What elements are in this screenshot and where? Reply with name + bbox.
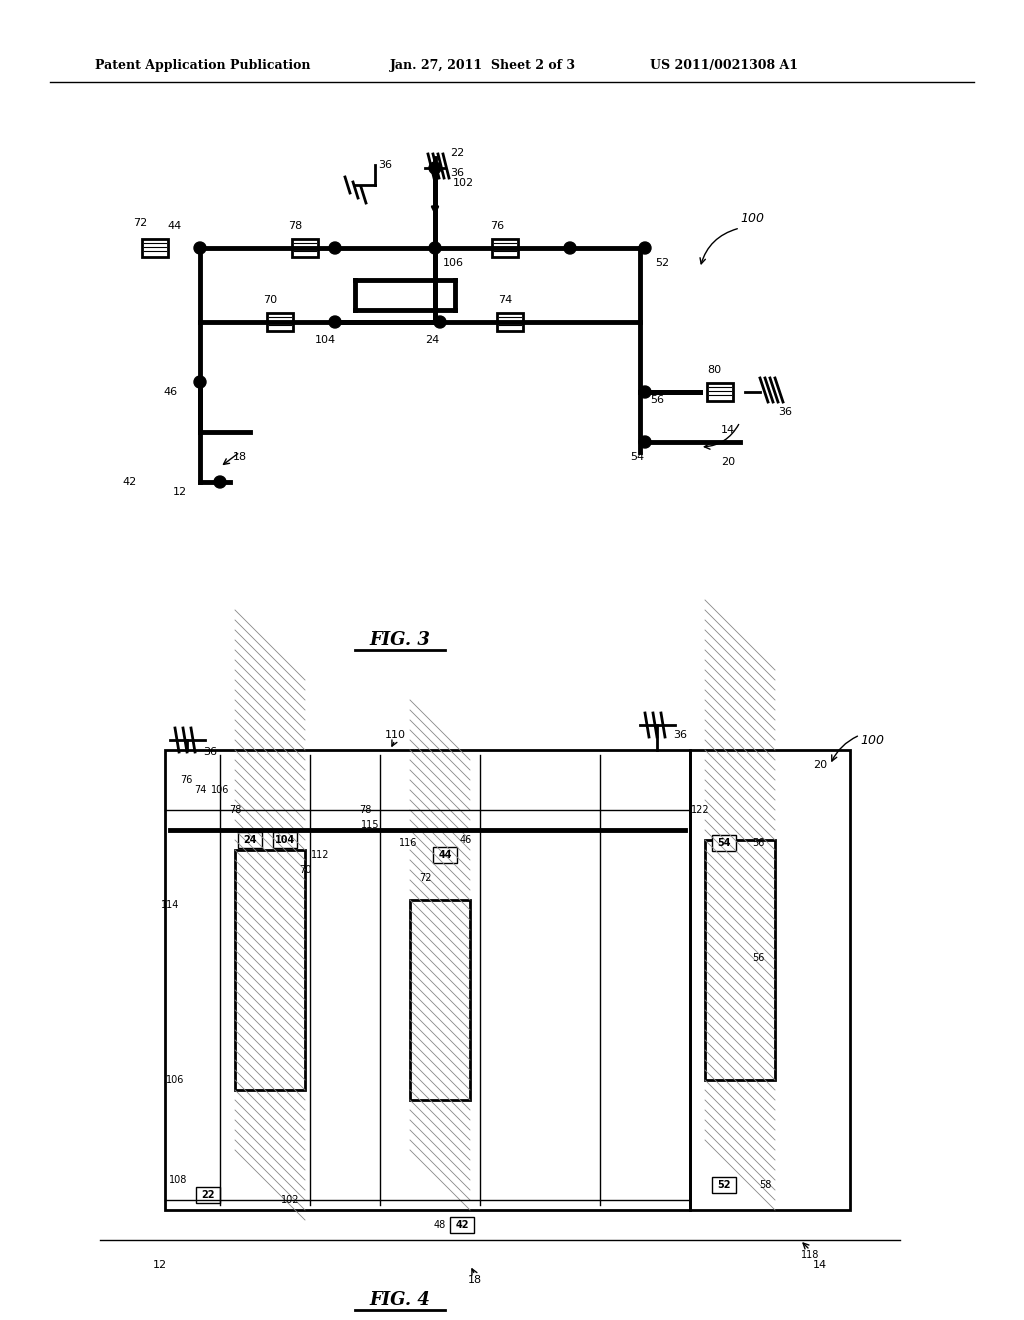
Text: 112: 112 bbox=[310, 850, 330, 861]
Text: FIG. 4: FIG. 4 bbox=[370, 1291, 430, 1309]
Text: 100: 100 bbox=[860, 734, 884, 747]
Bar bbox=[433, 847, 457, 863]
Bar bbox=[450, 1217, 474, 1233]
Text: 78: 78 bbox=[288, 220, 302, 231]
Bar bbox=[165, 750, 690, 1210]
Text: 58: 58 bbox=[759, 1180, 771, 1191]
Text: 72: 72 bbox=[133, 218, 147, 228]
Text: 114: 114 bbox=[161, 900, 179, 909]
Bar bbox=[292, 239, 318, 257]
Text: 122: 122 bbox=[690, 805, 710, 814]
Bar bbox=[273, 832, 297, 847]
Bar bbox=[267, 313, 293, 331]
Text: 106: 106 bbox=[443, 257, 464, 268]
Text: 106: 106 bbox=[211, 785, 229, 795]
Text: 36: 36 bbox=[673, 730, 687, 741]
Text: 44: 44 bbox=[438, 850, 452, 861]
Text: 72: 72 bbox=[419, 873, 431, 883]
Text: 22: 22 bbox=[450, 148, 464, 158]
Circle shape bbox=[429, 242, 441, 253]
Text: 46: 46 bbox=[460, 836, 472, 845]
Text: 22: 22 bbox=[202, 1191, 215, 1200]
Circle shape bbox=[564, 242, 575, 253]
Text: US 2011/0021308 A1: US 2011/0021308 A1 bbox=[650, 58, 798, 71]
Text: 46: 46 bbox=[163, 387, 177, 397]
Bar bbox=[142, 239, 168, 257]
Text: 104: 104 bbox=[274, 836, 295, 845]
Text: 14: 14 bbox=[813, 1261, 827, 1270]
Bar bbox=[234, 850, 305, 1090]
Text: 106: 106 bbox=[166, 1074, 184, 1085]
Text: 104: 104 bbox=[314, 335, 336, 345]
Text: 115: 115 bbox=[360, 820, 379, 830]
Text: 44: 44 bbox=[168, 220, 182, 231]
Circle shape bbox=[639, 385, 651, 399]
Circle shape bbox=[194, 242, 206, 253]
Bar bbox=[712, 1177, 736, 1193]
Text: 56: 56 bbox=[752, 953, 764, 964]
Circle shape bbox=[639, 242, 651, 253]
Text: 56: 56 bbox=[752, 838, 764, 847]
Text: 20: 20 bbox=[813, 760, 827, 770]
Text: 80: 80 bbox=[707, 366, 721, 375]
Text: FIG. 3: FIG. 3 bbox=[370, 631, 430, 649]
Bar bbox=[497, 313, 523, 331]
Text: 20: 20 bbox=[721, 457, 735, 467]
Bar bbox=[690, 750, 850, 1210]
Bar bbox=[238, 832, 262, 847]
Text: 54: 54 bbox=[717, 838, 731, 847]
Text: 76: 76 bbox=[180, 775, 193, 785]
Text: 100: 100 bbox=[740, 211, 764, 224]
Bar bbox=[707, 383, 733, 401]
Text: 42: 42 bbox=[456, 1220, 469, 1230]
Text: Jan. 27, 2011  Sheet 2 of 3: Jan. 27, 2011 Sheet 2 of 3 bbox=[390, 58, 575, 71]
Text: 70: 70 bbox=[263, 294, 278, 305]
Text: 102: 102 bbox=[281, 1195, 299, 1205]
Text: 14: 14 bbox=[721, 425, 735, 436]
Circle shape bbox=[329, 315, 341, 327]
Bar bbox=[705, 840, 775, 1080]
Text: 18: 18 bbox=[468, 1275, 482, 1284]
Text: 36: 36 bbox=[778, 407, 792, 417]
Text: 56: 56 bbox=[650, 395, 664, 405]
Text: 78: 78 bbox=[358, 805, 371, 814]
Text: 52: 52 bbox=[655, 257, 669, 268]
Text: 70: 70 bbox=[299, 865, 311, 875]
Text: 74: 74 bbox=[194, 785, 206, 795]
Text: 54: 54 bbox=[630, 451, 644, 462]
Text: 102: 102 bbox=[453, 178, 474, 187]
Text: 36: 36 bbox=[378, 160, 392, 170]
Circle shape bbox=[329, 242, 341, 253]
Text: 76: 76 bbox=[489, 220, 504, 231]
Text: 48: 48 bbox=[434, 1220, 446, 1230]
Text: 78: 78 bbox=[228, 805, 242, 814]
Text: 12: 12 bbox=[153, 1261, 167, 1270]
Text: 18: 18 bbox=[232, 451, 247, 462]
Circle shape bbox=[194, 376, 206, 388]
Circle shape bbox=[434, 315, 446, 327]
Text: Patent Application Publication: Patent Application Publication bbox=[95, 58, 310, 71]
Text: 116: 116 bbox=[398, 838, 417, 847]
Text: 118: 118 bbox=[801, 1250, 819, 1261]
Text: 36: 36 bbox=[450, 168, 464, 178]
Text: 24: 24 bbox=[425, 335, 439, 345]
Bar bbox=[410, 900, 470, 1100]
Text: 110: 110 bbox=[384, 730, 406, 741]
Bar bbox=[492, 239, 518, 257]
Text: 24: 24 bbox=[244, 836, 257, 845]
Text: 12: 12 bbox=[173, 487, 187, 498]
Text: 108: 108 bbox=[169, 1175, 187, 1185]
Text: 36: 36 bbox=[203, 747, 217, 756]
Text: 52: 52 bbox=[717, 1180, 731, 1191]
Text: 74: 74 bbox=[498, 294, 512, 305]
Bar bbox=[712, 836, 736, 851]
Circle shape bbox=[639, 436, 651, 447]
Text: 42: 42 bbox=[123, 477, 137, 487]
Circle shape bbox=[214, 477, 226, 488]
Circle shape bbox=[429, 162, 441, 174]
Bar bbox=[196, 1187, 220, 1203]
